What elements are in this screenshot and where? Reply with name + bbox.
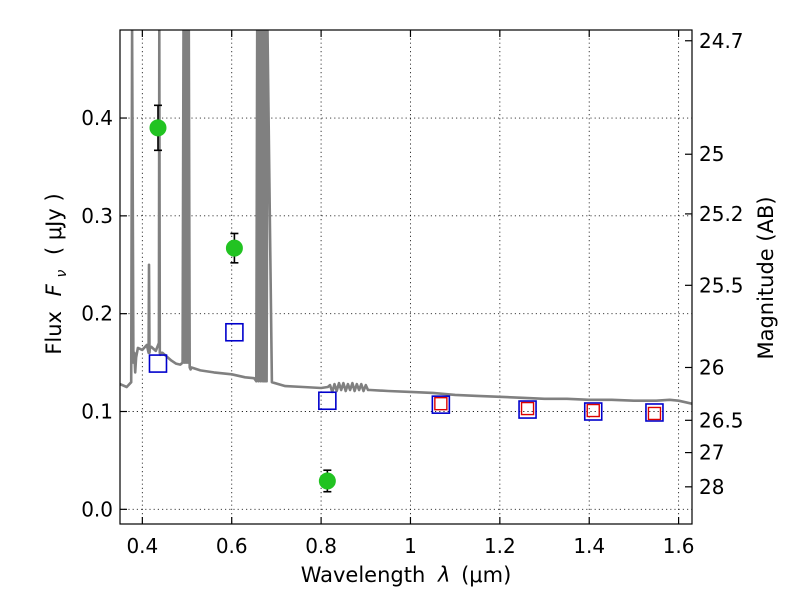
observed-point (318, 472, 336, 490)
x-axis-label-text: Wavelength (301, 563, 426, 587)
right-tick-label: 24.7 (699, 29, 744, 53)
y-axis-label: Flux F ν ( μJy ) (42, 193, 71, 354)
right-axis-label: Magnitude (AB) (754, 196, 778, 359)
x-tick-label: 1 (404, 534, 417, 558)
model-blue-square (583, 402, 603, 421)
y-axis-label-text: Flux (42, 311, 66, 355)
x-axis-label-symbol: λ (437, 563, 450, 587)
y-axis-label-subscript: ν (54, 270, 70, 278)
model-blue-square (518, 400, 537, 419)
x-tick-label: 1.2 (484, 534, 516, 558)
y-axis-label-symbol: F (42, 283, 66, 296)
points-layer (148, 104, 664, 493)
x-axis-label: Wavelength λ (μm) (301, 563, 512, 587)
y-axis-label-unit: ( μJy ) (42, 193, 66, 255)
observed-point (149, 119, 167, 137)
x-tick-label: 1.6 (663, 534, 695, 558)
x-axis-label-unit: (μm) (461, 563, 511, 587)
model-blue-square (318, 391, 337, 411)
model-red-square (434, 396, 448, 411)
spectrum-line (120, 30, 692, 405)
right-tick-label: 25 (699, 142, 724, 166)
right-tick-label: 27 (699, 441, 724, 465)
observed-point (225, 239, 243, 257)
x-tick-label: 0.4 (126, 534, 158, 558)
y-tick-label: 0.1 (81, 400, 113, 424)
model-blue-square (225, 322, 244, 342)
y-tick-label: 0.0 (81, 497, 113, 521)
model-red-square (586, 403, 600, 418)
model-blue-square (645, 403, 664, 422)
grid-lines (120, 30, 692, 524)
model-red-square (520, 401, 535, 416)
model-red-square (647, 406, 662, 421)
model-blue-square (431, 395, 451, 414)
x-tick-label: 0.8 (305, 534, 337, 558)
x-tick-label: 1.4 (573, 534, 605, 558)
right-tick-label: 25.2 (699, 202, 744, 226)
plot-frame (119, 29, 693, 525)
right-tick-label: 25.5 (699, 273, 744, 297)
right-tick-label: 26 (699, 355, 724, 379)
right-tick-label: 26.5 (699, 408, 744, 432)
right-tick-label: 28 (699, 475, 724, 499)
y-tick-label: 0.3 (81, 204, 113, 228)
ticks-layer: 0.4 0.6 0.8 1 1.2 1.4 1.6 0.0 0.1 0.2 0.3 0.4 24.7 25… (81, 29, 743, 558)
y-tick-label: 0.4 (81, 106, 113, 130)
x-tick-label: 0.6 (216, 534, 248, 558)
spectrum-layer (120, 30, 692, 405)
model-blue-square (148, 354, 168, 373)
y-tick-label: 0.2 (81, 302, 113, 326)
